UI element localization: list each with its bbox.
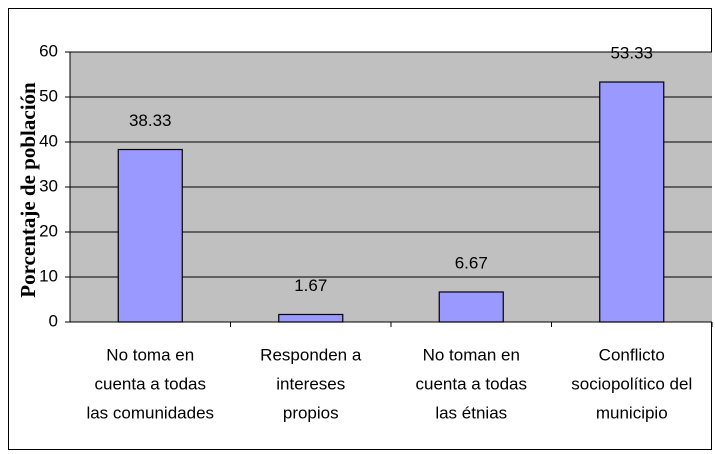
- x-tick-label: cuenta a todas: [415, 374, 527, 393]
- data-label: 6.67: [455, 253, 488, 272]
- x-tick-label: Conflicto: [599, 345, 665, 364]
- bar: [438, 291, 504, 323]
- x-tick-label: municipio: [596, 403, 668, 422]
- y-tick-label: 50: [39, 86, 58, 105]
- bar: [117, 148, 183, 323]
- bar: [599, 81, 665, 323]
- x-tick-label: sociopolítico del: [571, 374, 692, 393]
- x-tick-label: las comunidades: [86, 403, 214, 422]
- data-label: 1.67: [294, 276, 327, 295]
- x-tick-label: propios: [283, 403, 339, 422]
- x-tick-label: No toman en: [423, 345, 520, 364]
- x-tick-label: No toma en: [106, 345, 194, 364]
- y-tick-label: 20: [39, 221, 58, 240]
- data-label: 53.33: [610, 43, 653, 62]
- y-tick-label: 10: [39, 266, 58, 285]
- bar: [278, 313, 344, 323]
- y-tick-label: 40: [39, 131, 58, 150]
- x-tick-label: Responden a: [260, 345, 362, 364]
- data-label: 38.33: [129, 111, 172, 130]
- x-tick-label: intereses: [276, 374, 345, 393]
- y-tick-label: 30: [39, 176, 58, 195]
- y-axis-label: Porcentaje de población: [16, 82, 40, 298]
- y-tick-label: 60: [39, 41, 58, 60]
- y-tick-label: 0: [49, 311, 58, 330]
- x-tick-label: las étnias: [435, 403, 507, 422]
- x-tick-label: cuenta a todas: [94, 374, 206, 393]
